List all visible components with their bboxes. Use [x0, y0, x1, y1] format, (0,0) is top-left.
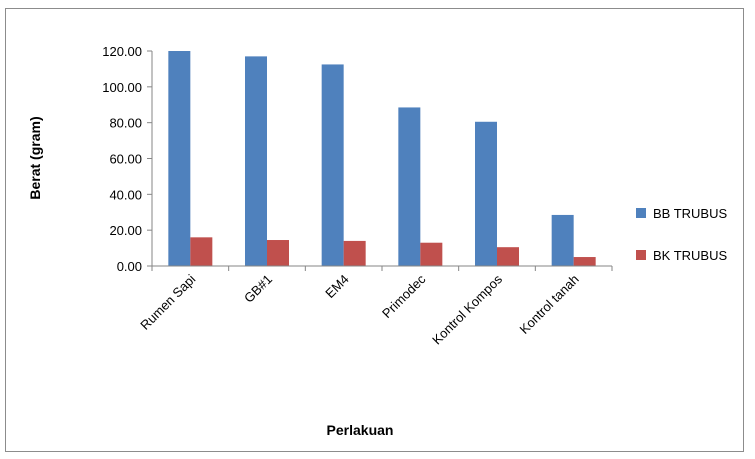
bar-bk-3	[420, 242, 443, 266]
x-tick-label: Rumen Sapi	[137, 271, 198, 332]
y-tick-label: 60.00	[109, 152, 142, 167]
bar-bb-2	[321, 64, 344, 266]
y-axis-ticks: 0.00 20.00 40.00 60.00 80.00 100.00 120.00	[102, 44, 152, 274]
x-tick-label: EM4	[322, 272, 352, 302]
y-tick-label: 20.00	[109, 223, 142, 238]
y-tick-label: 100.00	[102, 80, 142, 95]
x-tick-label: Primodec	[379, 271, 429, 321]
x-axis-ticks: Rumen Sapi GB#1 EM4 Primodec Kontrol Kompos K…	[137, 266, 613, 348]
bar-bb-5	[551, 214, 574, 266]
y-tick-label: 0.00	[117, 259, 142, 274]
bar-bb-4	[475, 121, 497, 266]
y-axis-title: Berat (gram)	[27, 116, 43, 199]
x-tick-label: Kontrol tanah	[516, 272, 581, 337]
x-tick-label: GB#1	[241, 272, 275, 306]
y-tick-label: 120.00	[102, 44, 142, 59]
y-tick-label: 80.00	[109, 116, 142, 131]
y-tick-label: 40.00	[109, 187, 142, 202]
x-axis-title: Perlakuan	[327, 422, 394, 438]
bar-bb-1	[245, 56, 267, 266]
legend-label: BK TRUBUS	[653, 248, 727, 263]
bar-bk-4	[497, 247, 519, 266]
bar-bk-1	[267, 240, 289, 266]
bars	[168, 51, 596, 266]
bar-bk-2	[343, 240, 366, 266]
legend-label: BB TRUBUS	[653, 206, 727, 221]
bar-bb-3	[398, 107, 421, 266]
legend-swatch	[636, 250, 646, 260]
bar-bb-0	[168, 51, 191, 266]
x-tick-label: Kontrol Kompos	[429, 271, 505, 347]
chart-frame	[5, 8, 744, 452]
bar-bk-0	[190, 237, 213, 266]
bar-bk-5	[573, 257, 596, 266]
legend-swatch	[636, 208, 646, 218]
legend: BB TRUBUS BK TRUBUS	[636, 206, 727, 263]
